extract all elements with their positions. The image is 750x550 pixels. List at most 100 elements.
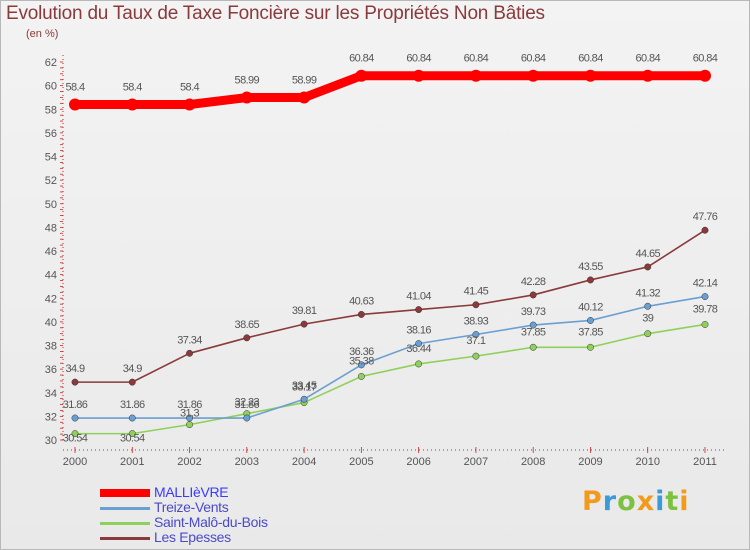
legend-swatch [100,537,150,540]
logo-letter: o [617,486,637,517]
data-point [472,301,480,309]
legend-swatch [100,507,150,510]
data-label: 39.81 [292,305,317,317]
data-point [415,360,423,368]
data-label: 58.99 [235,75,260,87]
data-label: 31.86 [177,399,202,411]
y-tick-label: 62 [45,57,57,69]
series-line [74,295,706,419]
x-tick-label: 2000 [63,456,87,468]
data-point [472,331,480,338]
series-line [70,71,710,110]
series-line [74,229,706,383]
data-point [644,302,652,310]
data-point [415,306,423,314]
data-label: 35.38 [349,355,374,367]
data-point [357,310,365,318]
data-label: 36.44 [406,343,431,355]
data-label: 40.12 [578,301,603,313]
data-label: 43.55 [578,261,603,273]
data-point [128,414,136,422]
data-label: 60.84 [521,53,546,65]
data-point [183,98,196,111]
data-point [300,395,308,403]
data-point [71,414,79,422]
data-label: 39.78 [693,303,718,315]
data-point [701,293,709,301]
data-point [641,69,654,82]
y-tick-label: 42 [45,293,57,305]
x-tick-label: 2009 [578,456,602,468]
data-label: 42.28 [521,276,546,288]
y-tick-label: 36 [45,364,57,376]
data-point [469,69,482,82]
legend-label: Les Epesses [154,529,231,545]
data-label: 60.84 [406,53,431,65]
data-point [644,263,652,271]
x-tick-label: 2003 [235,456,259,468]
data-point [527,69,540,82]
data-point [529,291,537,299]
data-label: 58.4 [65,82,84,94]
x-tick-label: 2011 [693,456,717,468]
data-label: 60.84 [578,53,603,65]
y-tick-label: 46 [45,246,57,258]
y-tick-label: 30 [45,435,57,447]
data-label: 41.45 [464,286,489,298]
data-label: 44.65 [635,248,660,260]
data-label: 60.84 [635,53,660,65]
data-label: 60.84 [693,53,718,65]
x-tick-label: 2002 [177,456,201,468]
y-tick-label: 48 [45,222,57,234]
data-point [529,343,537,351]
data-point [699,69,711,82]
data-label: 58.99 [292,75,317,87]
y-tick-label: 58 [45,104,57,116]
y-tick-label: 60 [45,81,57,93]
logo-letter: t [665,486,680,517]
data-point [243,414,251,422]
x-tick-label: 2010 [635,456,659,468]
logo-letter: x [636,486,656,517]
data-point [126,98,139,111]
data-label: 39 [642,313,654,325]
data-label: 60.84 [349,53,374,65]
unit-label: (en %) [26,28,59,40]
x-tick-label: 2008 [521,456,545,468]
data-label: 30.54 [120,433,145,445]
x-tick-label: 2004 [292,456,316,468]
data-label: 31.86 [120,399,145,411]
data-label: 40.63 [349,295,374,307]
y-tick-label: 54 [45,152,57,164]
y-tick-label: 32 [45,411,57,423]
data-label: 58.4 [123,82,142,94]
data-point [584,69,597,82]
data-point [701,226,709,234]
legend-label: Saint-Malô-du-Bois [154,514,268,530]
data-label: 31.86 [63,399,88,411]
data-label: 30.54 [63,433,88,445]
legend-swatch [100,489,150,497]
data-label: 37.85 [578,326,603,338]
data-point [472,352,480,360]
y-tick-label: 52 [45,175,57,187]
data-point [71,378,79,386]
data-point [587,343,594,351]
data-label: 38.93 [464,316,489,328]
data-point [128,430,136,438]
logo-letter: i [655,486,666,517]
data-label: 58.4 [180,82,199,94]
data-point [71,430,79,438]
data-point [701,321,709,328]
data-label: 38.65 [235,319,260,331]
data-point [529,321,537,329]
data-label: 41.04 [406,291,431,303]
data-point [128,378,136,386]
data-point [240,91,253,104]
data-label: 36.36 [349,346,374,358]
data-label: 47.76 [693,211,718,223]
data-point [243,334,251,342]
data-point [357,372,365,380]
